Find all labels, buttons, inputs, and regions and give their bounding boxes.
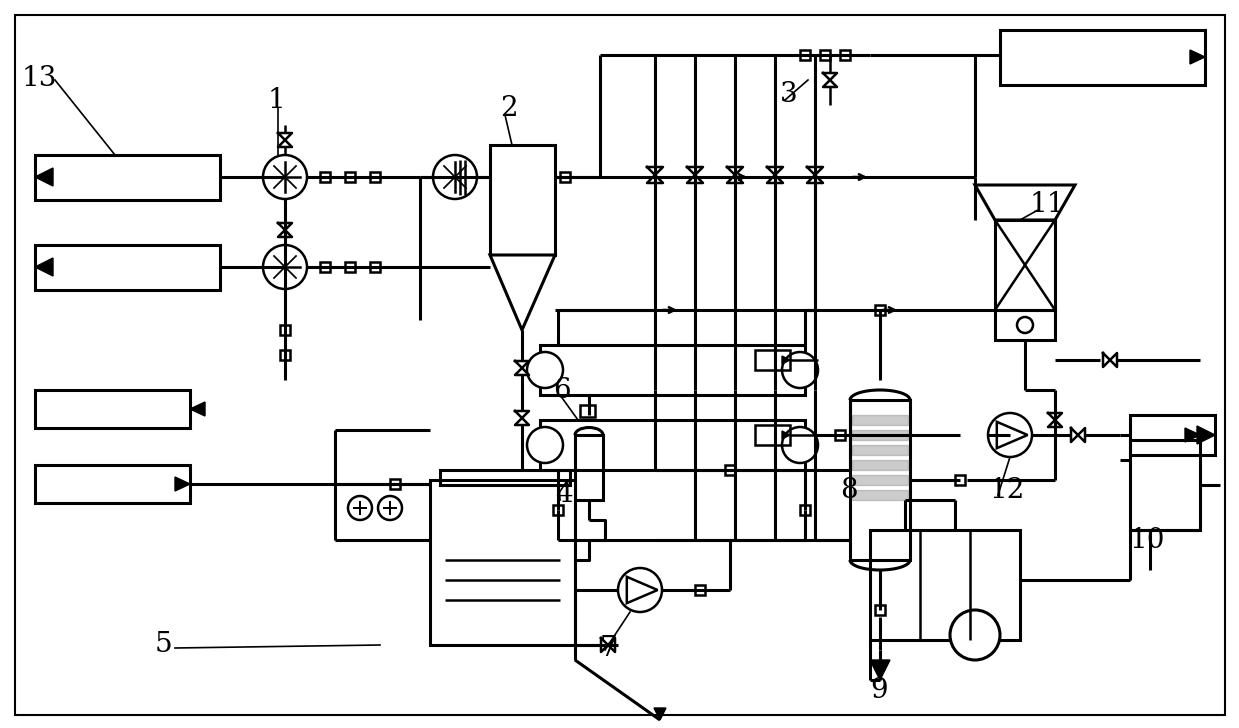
Circle shape xyxy=(527,352,563,388)
Bar xyxy=(580,405,595,417)
Bar xyxy=(280,350,290,360)
Polygon shape xyxy=(35,168,53,186)
Polygon shape xyxy=(852,490,908,500)
Bar xyxy=(370,172,380,182)
Text: 13: 13 xyxy=(22,65,57,92)
Bar xyxy=(540,345,805,395)
Bar xyxy=(995,310,1054,340)
Bar xyxy=(955,475,965,485)
Bar xyxy=(320,262,330,272)
Text: 4: 4 xyxy=(555,481,572,508)
Bar xyxy=(440,470,570,485)
Bar xyxy=(835,430,845,440)
Text: 8: 8 xyxy=(840,477,857,504)
Text: 5: 5 xyxy=(155,631,172,659)
Text: 11: 11 xyxy=(1030,191,1066,218)
Circle shape xyxy=(987,413,1032,457)
Polygon shape xyxy=(852,415,908,425)
Bar xyxy=(875,305,885,315)
Bar xyxy=(575,435,603,500)
Bar xyxy=(800,50,810,60)
Bar xyxy=(35,465,190,503)
Polygon shape xyxy=(175,477,190,491)
Bar xyxy=(800,505,810,515)
Bar xyxy=(755,350,790,370)
Polygon shape xyxy=(190,402,204,416)
Bar xyxy=(560,172,570,182)
Text: 12: 12 xyxy=(990,477,1026,504)
Bar xyxy=(35,155,221,200)
Circle shape xyxy=(263,245,307,289)
Polygon shape xyxy=(852,445,908,455)
Text: 9: 9 xyxy=(870,676,887,703)
Text: 3: 3 xyxy=(781,82,798,108)
Polygon shape xyxy=(852,430,908,440)
Bar xyxy=(344,262,356,272)
Polygon shape xyxy=(870,660,890,680)
Bar xyxy=(35,245,221,290)
Bar xyxy=(995,220,1054,310)
Polygon shape xyxy=(782,356,790,364)
Bar xyxy=(370,262,380,272)
Bar xyxy=(840,50,850,60)
Polygon shape xyxy=(852,460,908,470)
Bar xyxy=(820,50,830,60)
Bar xyxy=(430,480,575,645)
Bar xyxy=(280,325,290,335)
Bar xyxy=(1130,440,1201,530)
Bar xyxy=(35,390,190,428)
Bar xyxy=(725,465,735,475)
Polygon shape xyxy=(1184,428,1201,442)
Text: 2: 2 xyxy=(501,95,518,122)
Polygon shape xyxy=(975,185,1075,220)
Text: 10: 10 xyxy=(1130,526,1166,553)
Bar xyxy=(695,585,705,595)
Polygon shape xyxy=(489,255,555,330)
Polygon shape xyxy=(852,475,908,485)
Circle shape xyxy=(527,427,563,463)
Circle shape xyxy=(1017,317,1033,333)
Polygon shape xyxy=(1197,426,1215,444)
Bar xyxy=(1130,415,1215,455)
Bar xyxy=(489,145,555,255)
Bar xyxy=(875,605,885,615)
Polygon shape xyxy=(35,258,53,276)
Bar xyxy=(1000,30,1206,85)
Circle shape xyxy=(782,427,818,463)
Text: 1: 1 xyxy=(268,87,286,114)
Polygon shape xyxy=(654,708,667,720)
Bar xyxy=(320,172,330,182)
Bar xyxy=(850,400,909,560)
Circle shape xyxy=(263,155,307,199)
Circle shape xyxy=(782,352,818,388)
Text: 6: 6 xyxy=(553,376,571,403)
Bar xyxy=(755,425,790,445)
Bar xyxy=(540,420,805,470)
Bar xyxy=(553,505,563,515)
Bar xyxy=(344,172,356,182)
Circle shape xyxy=(378,496,401,520)
Circle shape xyxy=(348,496,372,520)
Circle shape xyxy=(432,155,477,199)
Bar xyxy=(390,479,400,489)
Circle shape xyxy=(950,610,1000,660)
Text: 7: 7 xyxy=(600,635,618,662)
Polygon shape xyxy=(1189,50,1206,64)
Bar xyxy=(870,530,1020,640)
Circle shape xyxy=(618,568,662,612)
Polygon shape xyxy=(782,431,790,439)
